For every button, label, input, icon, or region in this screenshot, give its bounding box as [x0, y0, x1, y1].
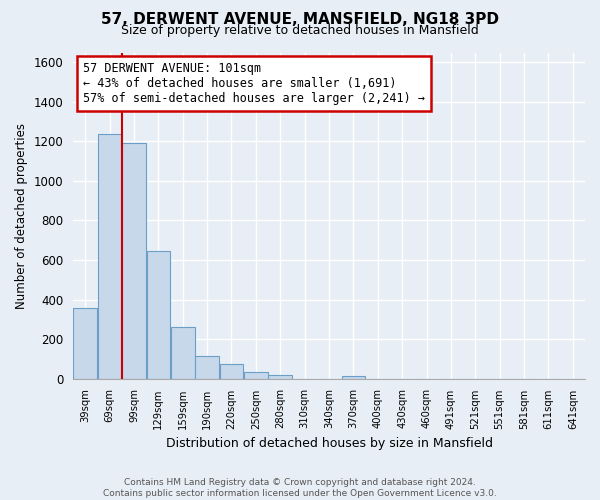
Text: Size of property relative to detached houses in Mansfield: Size of property relative to detached ho…	[121, 24, 479, 37]
Y-axis label: Number of detached properties: Number of detached properties	[15, 122, 28, 308]
Bar	[268, 375, 292, 378]
Bar	[244, 372, 268, 378]
Text: 57 DERWENT AVENUE: 101sqm
← 43% of detached houses are smaller (1,691)
57% of se: 57 DERWENT AVENUE: 101sqm ← 43% of detac…	[83, 62, 425, 106]
Bar	[341, 376, 365, 378]
Bar	[122, 144, 146, 378]
Bar	[98, 134, 121, 378]
Bar	[146, 251, 170, 378]
Bar	[220, 364, 244, 378]
Bar	[171, 327, 194, 378]
Text: Contains HM Land Registry data © Crown copyright and database right 2024.
Contai: Contains HM Land Registry data © Crown c…	[103, 478, 497, 498]
Bar	[195, 356, 219, 378]
X-axis label: Distribution of detached houses by size in Mansfield: Distribution of detached houses by size …	[166, 437, 493, 450]
Text: 57, DERWENT AVENUE, MANSFIELD, NG18 3PD: 57, DERWENT AVENUE, MANSFIELD, NG18 3PD	[101, 12, 499, 28]
Bar	[73, 308, 97, 378]
